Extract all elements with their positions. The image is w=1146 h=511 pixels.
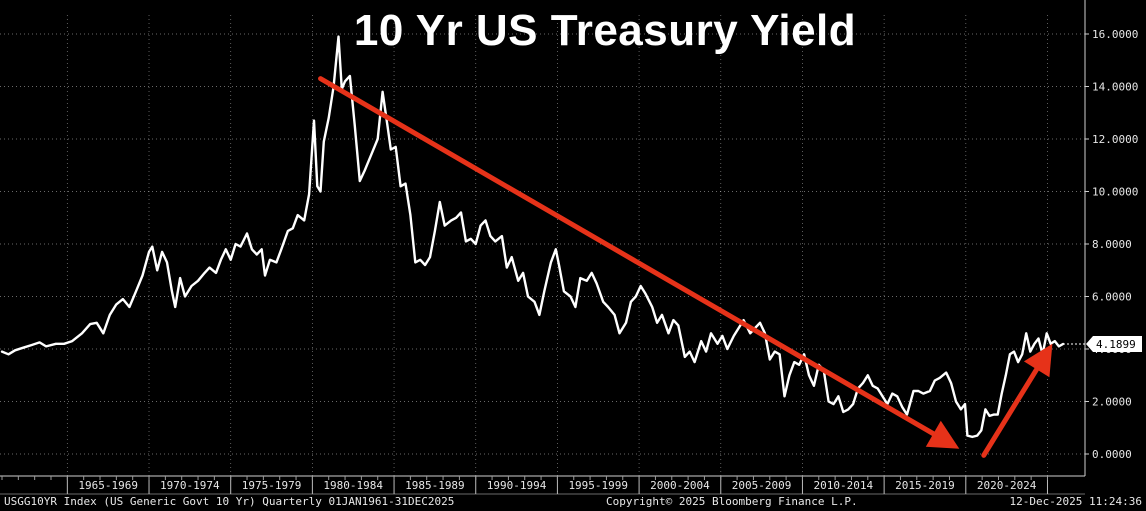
trend-arrows bbox=[318, 76, 1053, 458]
yield-series-line bbox=[0, 35, 1065, 439]
x-tick-label: 2005-2009 bbox=[732, 479, 792, 492]
x-tick-label: 1975-1979 bbox=[242, 479, 302, 492]
footer-timestamp: 12-Dec-2025 11:24:36 bbox=[1009, 495, 1142, 508]
footer-source: USGG10YR Index (US Generic Govt 10 Yr) Q… bbox=[4, 495, 455, 508]
x-tick-label: 1970-1974 bbox=[160, 479, 220, 492]
x-tick-label: 2000-2004 bbox=[650, 479, 710, 492]
y-tick-label: 8.0000 bbox=[1092, 238, 1132, 251]
axes bbox=[0, 0, 1086, 495]
x-tick-label: 1980-1984 bbox=[323, 479, 383, 492]
x-tick-label: 1990-1994 bbox=[487, 479, 547, 492]
last-value-label: 4.1899 bbox=[1096, 338, 1136, 351]
y-tick-label: 16.0000 bbox=[1092, 28, 1138, 41]
trend-arrow-shaft-2 bbox=[981, 366, 1040, 458]
y-tick-label: 2.0000 bbox=[1092, 396, 1132, 409]
trend-arrow-head-2 bbox=[1023, 343, 1053, 378]
last-value-badge bbox=[1086, 336, 1142, 353]
x-tick-label: 1965-1969 bbox=[78, 479, 138, 492]
y-tick-label: 0.0000 bbox=[1092, 448, 1132, 461]
x-tick-label: 2010-2014 bbox=[813, 479, 873, 492]
y-tick-label: 12.0000 bbox=[1092, 133, 1138, 146]
x-tick-label: 1985-1989 bbox=[405, 479, 465, 492]
y-tick-label: 14.0000 bbox=[1092, 81, 1138, 94]
trend-arrow-head-1 bbox=[925, 420, 960, 449]
y-axis-ticks: 0.00002.00004.00006.00008.000010.000012.… bbox=[1085, 28, 1138, 461]
x-tick-label: 1995-1999 bbox=[568, 479, 628, 492]
footer-copyright: Copyright© 2025 Bloomberg Finance L.P. bbox=[606, 495, 858, 508]
x-tick-label: 2020-2024 bbox=[977, 479, 1037, 492]
trend-arrow-shaft-1 bbox=[318, 76, 936, 437]
chart-title: 10 Yr US Treasury Yield bbox=[353, 6, 857, 55]
x-tick-label: 2015-2019 bbox=[895, 479, 955, 492]
y-tick-label: 6.0000 bbox=[1092, 291, 1132, 304]
y-tick-label: 10.0000 bbox=[1092, 186, 1138, 199]
series-layer bbox=[0, 35, 1065, 439]
last-value-marker: 4.1899 bbox=[1063, 336, 1142, 353]
x-axis-ticks: 1965-1969 1970-1974 1975-1979 1980-1984 1985… bbox=[1, 476, 1048, 494]
grid-lines bbox=[0, 15, 1085, 476]
